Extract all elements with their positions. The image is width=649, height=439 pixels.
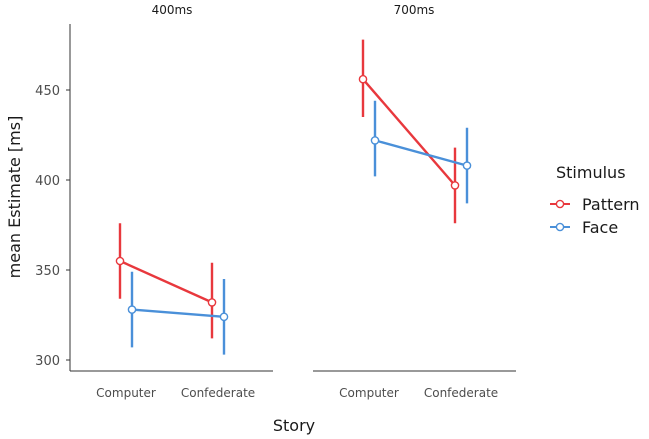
y-ticks: 300 350 400 450	[35, 84, 70, 369]
data-point-pattern-computer-400ms	[115, 256, 125, 266]
facet-label-700ms: 700ms	[394, 3, 435, 17]
panel-700ms: 700ms Computer Confederate	[313, 3, 516, 400]
data-point-pattern-confederate-400ms	[207, 298, 217, 307]
series-line-pattern-700ms	[362, 78, 456, 187]
legend-title: Stimulus	[556, 163, 626, 182]
y-tick-label-400: 400	[35, 174, 60, 189]
facet-label-400ms: 400ms	[152, 3, 193, 17]
series-line-pattern-400ms	[119, 259, 213, 304]
data-point-face-confederate-400ms	[219, 312, 229, 322]
legend-label-pattern: Pattern	[582, 195, 640, 214]
x-tick-label-confederate-400ms: Confederate	[181, 386, 255, 400]
y-tick-label-350: 350	[35, 264, 60, 279]
series-line-face-700ms	[374, 139, 468, 167]
legend-key-point-face	[555, 222, 565, 232]
data-point-face-computer-400ms	[127, 305, 137, 314]
x-tick-label-computer-700ms: Computer	[339, 386, 399, 400]
x-tick-label-confederate-700ms: Confederate	[424, 386, 498, 400]
marks-400ms	[115, 223, 229, 355]
legend: Stimulus Pattern Face	[550, 163, 640, 237]
x-axis-title: Story	[273, 416, 315, 435]
panel-400ms: 400ms 300 350 400 450 Computer Confederate	[35, 3, 273, 400]
data-point-pattern-confederate-700ms	[450, 181, 460, 190]
y-tick-label-450: 450	[35, 84, 60, 99]
data-point-face-confederate-700ms	[462, 161, 472, 170]
y-axis-title: mean Estimate [ms]	[5, 116, 24, 279]
data-point-pattern-computer-700ms	[358, 74, 368, 84]
data-point-face-computer-700ms	[370, 136, 380, 145]
x-tick-label-computer-400ms: Computer	[96, 386, 156, 400]
legend-key-point-pattern	[555, 199, 565, 209]
legend-label-face: Face	[582, 218, 618, 237]
y-tick-label-300: 300	[35, 354, 60, 369]
marks-700ms	[358, 39, 472, 224]
series-line-face-400ms	[131, 308, 225, 318]
